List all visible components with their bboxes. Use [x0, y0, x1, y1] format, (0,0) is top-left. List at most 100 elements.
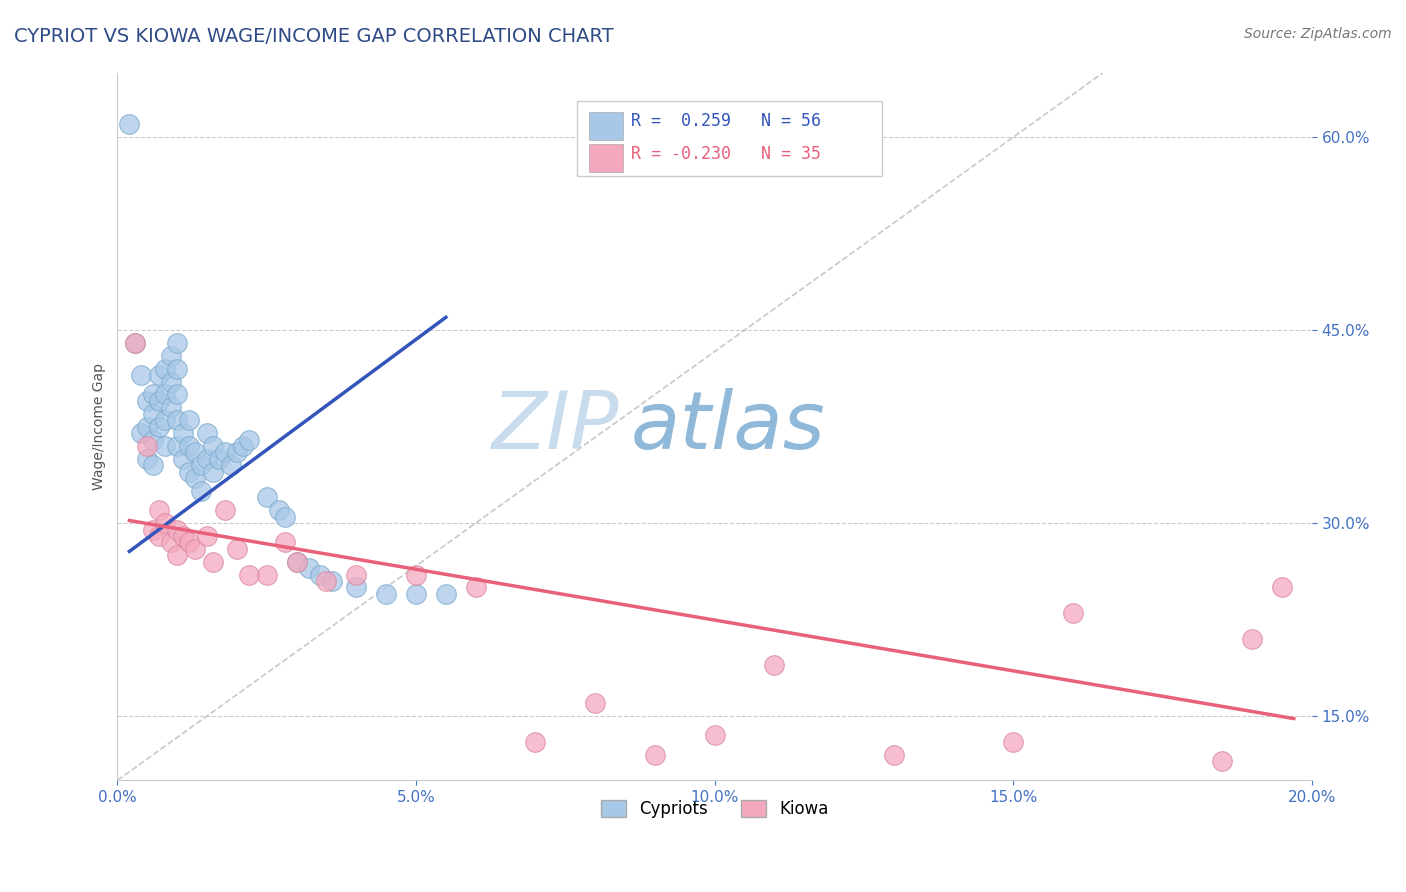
Point: [131, 426, 153, 441]
Point: [136, 419, 159, 434]
Point: [142, 523, 165, 537]
Point: [148, 503, 170, 517]
Text: R =  0.259   N = 56: R = 0.259 N = 56: [631, 112, 821, 130]
FancyBboxPatch shape: [578, 102, 882, 176]
Point: [464, 581, 486, 595]
Point: [344, 567, 367, 582]
Point: [190, 458, 212, 473]
Point: [148, 419, 170, 434]
Point: [131, 368, 153, 383]
Point: [1002, 735, 1025, 749]
Point: [118, 117, 141, 131]
Point: [208, 451, 231, 466]
Text: atlas: atlas: [631, 388, 825, 466]
Point: [273, 509, 295, 524]
Point: [148, 393, 170, 408]
Point: [160, 349, 183, 363]
Point: [524, 735, 547, 749]
FancyBboxPatch shape: [589, 112, 623, 140]
Point: [273, 535, 295, 549]
Point: [267, 503, 290, 517]
Point: [883, 747, 905, 762]
Point: [166, 387, 188, 401]
Point: [166, 548, 188, 562]
Point: [184, 445, 207, 459]
Point: [644, 747, 666, 762]
Point: [172, 451, 194, 466]
Point: [201, 465, 224, 479]
Point: [155, 387, 177, 401]
Y-axis label: Wage/Income Gap: Wage/Income Gap: [93, 363, 107, 490]
Point: [172, 426, 194, 441]
Point: [166, 361, 188, 376]
Point: [124, 336, 146, 351]
Point: [172, 529, 194, 543]
Point: [166, 413, 188, 427]
Point: [1062, 606, 1084, 620]
Point: [195, 426, 218, 441]
Point: [763, 657, 786, 672]
Point: [285, 555, 308, 569]
Point: [160, 535, 183, 549]
Point: [434, 587, 457, 601]
Point: [375, 587, 398, 601]
Point: [136, 439, 159, 453]
Point: [136, 393, 159, 408]
Point: [238, 433, 260, 447]
Point: [148, 529, 170, 543]
Point: [166, 336, 188, 351]
Point: [142, 387, 165, 401]
Point: [177, 465, 200, 479]
Point: [214, 445, 236, 459]
Point: [160, 401, 183, 415]
Point: [1211, 754, 1233, 768]
Point: [177, 439, 200, 453]
Point: [201, 439, 224, 453]
Point: [321, 574, 343, 588]
Text: Source: ZipAtlas.com: Source: ZipAtlas.com: [1244, 27, 1392, 41]
Point: [201, 555, 224, 569]
Point: [232, 439, 254, 453]
Point: [225, 541, 247, 556]
Point: [219, 458, 242, 473]
Point: [148, 368, 170, 383]
Legend: Cypriots, Kiowa: Cypriots, Kiowa: [593, 794, 835, 825]
Point: [297, 561, 319, 575]
Point: [177, 413, 200, 427]
Text: R = -0.230   N = 35: R = -0.230 N = 35: [631, 145, 821, 163]
Point: [155, 439, 177, 453]
Point: [315, 574, 337, 588]
Point: [405, 587, 427, 601]
Point: [160, 375, 183, 389]
Point: [124, 336, 146, 351]
Point: [155, 413, 177, 427]
Point: [177, 535, 200, 549]
Text: CYPRIOT VS KIOWA WAGE/INCOME GAP CORRELATION CHART: CYPRIOT VS KIOWA WAGE/INCOME GAP CORRELA…: [14, 27, 613, 45]
Point: [238, 567, 260, 582]
Point: [214, 503, 236, 517]
Point: [190, 483, 212, 498]
Point: [1271, 581, 1294, 595]
Point: [184, 541, 207, 556]
Point: [195, 529, 218, 543]
Point: [256, 567, 278, 582]
Point: [166, 439, 188, 453]
Text: ZIP: ZIP: [492, 388, 619, 466]
Point: [344, 581, 367, 595]
Point: [703, 728, 725, 742]
Point: [405, 567, 427, 582]
Point: [225, 445, 247, 459]
Point: [142, 458, 165, 473]
Point: [142, 407, 165, 421]
Point: [155, 516, 177, 530]
Point: [1240, 632, 1263, 646]
Point: [166, 523, 188, 537]
Point: [155, 361, 177, 376]
Point: [136, 451, 159, 466]
Point: [583, 696, 606, 710]
FancyBboxPatch shape: [589, 144, 623, 172]
Point: [142, 433, 165, 447]
Point: [309, 567, 332, 582]
Point: [195, 451, 218, 466]
Point: [256, 491, 278, 505]
